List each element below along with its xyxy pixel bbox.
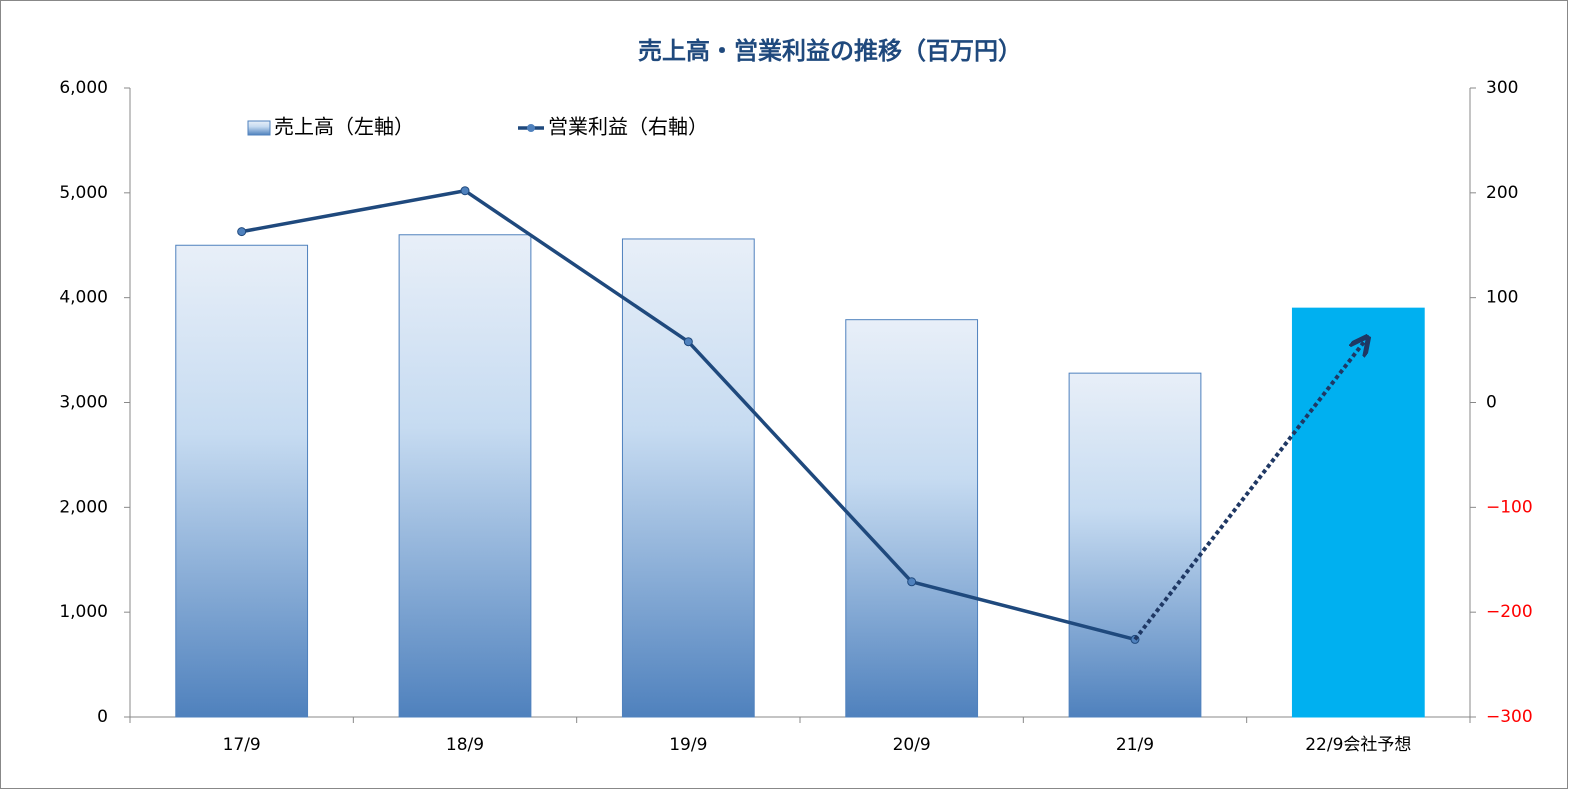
- y2-tick-label: 0: [1486, 393, 1497, 413]
- y2-tick-label: −200: [1486, 602, 1533, 622]
- x-tick-label: 21/9: [1116, 735, 1154, 755]
- x-tick-label: 19/9: [669, 735, 707, 755]
- y-tick-label: 5,000: [59, 183, 108, 203]
- bar: [621, 238, 755, 718]
- x-tick-label: 22/9会社予想: [1305, 735, 1411, 755]
- line-point: [907, 577, 917, 587]
- y2-tick-label: −100: [1486, 497, 1533, 517]
- line-point: [460, 186, 470, 196]
- line-point: [237, 227, 247, 237]
- y2-tick-label: 200: [1486, 183, 1518, 203]
- y-tick-label: 2,000: [59, 497, 108, 517]
- legend-swatch: [247, 120, 271, 136]
- legend-marker: [527, 124, 535, 132]
- bar: [1291, 307, 1425, 718]
- bar: [845, 319, 979, 718]
- bar: [175, 244, 309, 718]
- y-tick-label: 6,000: [59, 78, 108, 98]
- line-point: [683, 337, 693, 347]
- x-tick-label: 17/9: [223, 735, 261, 755]
- y-tick-label: 0: [97, 707, 108, 727]
- y2-tick-label: 300: [1486, 78, 1518, 98]
- y-tick-label: 1,000: [59, 602, 108, 622]
- x-tick-label: 18/9: [446, 735, 484, 755]
- x-tick-label: 20/9: [893, 735, 931, 755]
- chart-title: 売上高・営業利益の推移（百万円）: [638, 37, 1022, 65]
- y2-tick-label: 100: [1486, 288, 1518, 308]
- y-tick-label: 4,000: [59, 288, 108, 308]
- bar: [1068, 372, 1202, 718]
- legend-label: 売上高（左軸）: [274, 115, 414, 139]
- bar: [398, 234, 532, 718]
- y-tick-label: 3,000: [59, 393, 108, 413]
- y2-tick-label: −300: [1486, 707, 1533, 727]
- legend-label: 営業利益（右軸）: [548, 115, 708, 139]
